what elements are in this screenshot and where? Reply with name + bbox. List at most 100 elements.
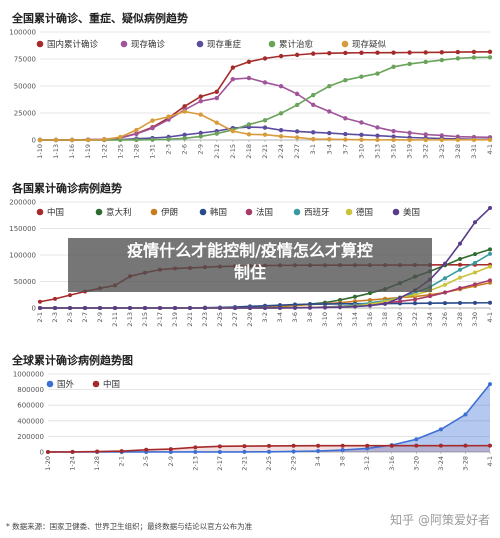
data-point	[267, 449, 271, 454]
x-tick-label: 3-20	[396, 312, 404, 327]
legend-label: 国外	[57, 379, 75, 390]
data-point	[68, 293, 72, 298]
data-point	[248, 305, 252, 310]
data-point	[53, 296, 57, 301]
data-point	[278, 53, 284, 59]
legend-label: 国内累计确诊	[47, 39, 99, 50]
data-point	[294, 102, 300, 108]
data-point	[463, 443, 468, 448]
data-point	[69, 137, 75, 143]
x-tick-label: 2-21	[240, 456, 248, 471]
data-point	[311, 102, 316, 107]
x-tick-label: 2-9	[167, 456, 175, 467]
data-point	[83, 305, 87, 310]
x-tick-label: 2-17	[216, 456, 224, 471]
legend-marker	[293, 208, 301, 216]
legend-marker	[36, 40, 44, 48]
legend-label: 现存重症	[207, 39, 242, 50]
data-point	[439, 133, 444, 138]
legend-marker	[46, 380, 54, 388]
data-point	[359, 120, 364, 125]
data-point	[166, 114, 171, 119]
legend-label: 中国	[103, 379, 120, 390]
x-tick-label: 3-16	[390, 144, 398, 159]
data-point	[294, 135, 300, 140]
y-tick-label: 100000	[9, 252, 36, 260]
data-point	[443, 290, 447, 295]
data-point	[443, 261, 447, 266]
legend-marker	[199, 208, 207, 216]
data-point	[262, 132, 268, 137]
x-tick-label: 3-22	[422, 144, 430, 159]
data-point	[38, 305, 42, 310]
data-point	[391, 50, 396, 55]
data-point	[262, 56, 268, 61]
data-point	[242, 449, 247, 454]
data-point	[375, 125, 380, 130]
data-point	[246, 75, 252, 81]
x-tick-label: 1-20	[44, 456, 52, 471]
x-tick-label: 3-28	[454, 144, 462, 159]
x-tick-label: 3-12	[336, 312, 344, 327]
data-point	[198, 94, 203, 99]
data-point	[278, 111, 284, 116]
x-tick-label: 1-13	[52, 144, 60, 159]
data-point	[488, 247, 492, 252]
data-point	[473, 252, 477, 257]
data-point	[458, 262, 462, 267]
data-point	[353, 304, 357, 309]
x-tick-label: 3-28	[461, 456, 469, 471]
legend-label: 德国	[356, 207, 373, 218]
data-point	[428, 301, 432, 306]
data-point	[423, 59, 428, 65]
x-tick-label: 3-8	[306, 312, 314, 323]
chart-3: 0 200000 400000 600000 800000 1000000 1-20 1-24…	[13, 371, 494, 471]
x-tick-label: 2-27	[231, 312, 239, 327]
data-point	[458, 267, 462, 272]
data-point	[102, 137, 107, 142]
data-point	[383, 301, 387, 306]
x-tick-label: 4-1	[486, 312, 494, 323]
x-tick-label: 3-13	[374, 144, 382, 159]
data-point	[343, 77, 348, 83]
data-point	[438, 443, 443, 448]
data-point	[233, 305, 237, 310]
data-point	[458, 256, 462, 261]
x-tick-label: 2-23	[201, 312, 209, 327]
x-tick-label: 3-10	[321, 312, 329, 327]
data-point	[198, 112, 203, 117]
data-point	[246, 132, 252, 137]
data-point	[458, 300, 462, 305]
x-tick-label: 3-24	[437, 456, 445, 471]
data-point	[375, 137, 380, 143]
x-tick-label: 2-25	[265, 456, 273, 471]
data-point	[262, 80, 268, 85]
data-point	[488, 264, 492, 269]
data-point	[294, 52, 300, 58]
x-tick-label: 2-15	[141, 312, 149, 327]
data-point	[359, 50, 364, 55]
data-point	[443, 282, 447, 287]
data-point	[134, 137, 139, 143]
data-point	[473, 220, 477, 225]
data-point	[389, 443, 394, 448]
legend-label: 韩国	[210, 207, 227, 218]
data-point	[293, 302, 297, 307]
data-point	[327, 130, 332, 136]
x-tick-label: 3-22	[411, 312, 419, 327]
chart-panel-2: 各国累计确诊病例趋势 0 50000 100000 150000 200000 2-1 2-…	[0, 168, 500, 338]
chart-panel-3: 全球累计确诊病例趋势图 0 200000 400000 600000 800000 100…	[0, 338, 500, 514]
data-point	[398, 299, 402, 304]
data-point	[323, 302, 327, 307]
data-point	[327, 109, 332, 114]
data-point	[473, 270, 477, 275]
data-point	[488, 382, 492, 387]
x-tick-label: 1-19	[84, 144, 92, 159]
data-point	[134, 131, 139, 137]
y-tick-label: 150000	[9, 225, 36, 233]
x-tick-label: 3-2	[261, 312, 269, 323]
x-tick-label: 2-1	[36, 312, 44, 323]
legend-marker	[196, 40, 204, 48]
x-tick-label: 3-18	[381, 312, 389, 327]
data-point	[365, 443, 370, 448]
